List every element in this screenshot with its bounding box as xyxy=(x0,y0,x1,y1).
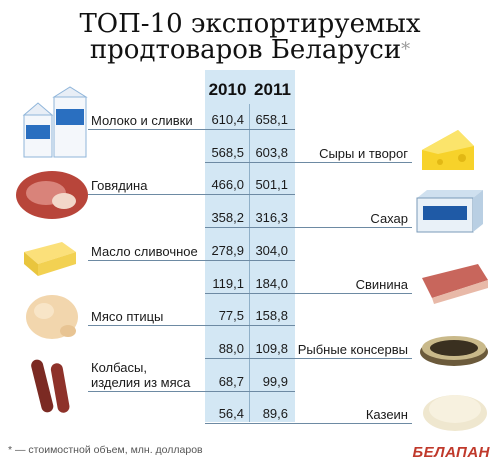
table-row: Говядина 466,0 501,1 xyxy=(0,175,500,195)
value-2011: 603,8 xyxy=(255,145,288,160)
table-row: Свинина 119,1 184,0 xyxy=(0,274,500,294)
row-label: Рыбные консервы xyxy=(297,342,408,357)
table-row: Казеин 56,4 89,6 xyxy=(0,404,500,424)
table-row: Колбасы, изделия из мяса 68,7 99,9 xyxy=(0,360,500,392)
row-underline xyxy=(205,358,412,359)
value-2011: 501,1 xyxy=(255,177,288,192)
row-underline xyxy=(88,391,295,392)
value-2010: 278,9 xyxy=(211,243,244,258)
row-label: Казеин xyxy=(365,407,408,422)
value-2011: 658,1 xyxy=(255,112,288,127)
row-label: Масло сливочное xyxy=(91,244,198,259)
sausage-icon xyxy=(31,359,70,413)
row-underline xyxy=(88,129,295,130)
row-label: Мясо птицы xyxy=(91,309,164,324)
pork-ribs-icon xyxy=(422,264,488,304)
value-2010: 77,5 xyxy=(218,308,244,323)
casein-powder-icon xyxy=(423,395,487,431)
row-underline xyxy=(88,325,295,326)
row-underline xyxy=(205,293,412,294)
row-label: Молоко и сливки xyxy=(91,113,193,128)
table-row: Сахар 358,2 316,3 xyxy=(0,208,500,228)
row-label: Говядина xyxy=(91,178,148,193)
row-label: изделия из мяса xyxy=(91,375,191,390)
value-2010: 466,0 xyxy=(211,177,244,192)
value-2010: 88,0 xyxy=(218,341,244,356)
row-label: Сыры и творог xyxy=(319,146,408,161)
values-band xyxy=(205,70,295,422)
row-underline xyxy=(88,194,295,195)
value-2011: 99,9 xyxy=(262,374,288,389)
table-row: Сыры и творог 568,5 603,8 xyxy=(0,143,500,163)
chart-title-line1: ТОП-10 экспортируемых xyxy=(79,9,421,39)
row-label: Свинина xyxy=(355,277,408,292)
chicken-icon xyxy=(26,295,78,339)
row-label: Колбасы, xyxy=(91,360,147,375)
row-label: Сахар xyxy=(370,211,408,226)
butter-icon xyxy=(24,242,76,276)
value-2010: 568,5 xyxy=(211,145,244,160)
chart-title-text: продтоваров Беларуси xyxy=(89,35,402,65)
value-2010: 610,4 xyxy=(211,112,244,127)
title-asterisk: * xyxy=(401,39,411,60)
value-2011: 316,3 xyxy=(255,210,288,225)
cheese-icon xyxy=(422,130,474,170)
canned-fish-icon xyxy=(420,336,488,366)
value-2011: 109,8 xyxy=(255,341,288,356)
publisher-logo: БЕЛАПАН xyxy=(412,444,490,461)
beef-icon xyxy=(16,171,88,219)
chart-title-line2: продтоваров Беларуси* xyxy=(0,36,500,64)
footnote: * — стоимостной объем, млн. долларов xyxy=(8,444,203,456)
row-underline xyxy=(205,162,412,163)
table-row: Рыбные консервы 88,0 109,8 xyxy=(0,339,500,359)
value-2011: 89,6 xyxy=(262,406,288,421)
table-row: Масло сливочное 278,9 304,0 xyxy=(0,241,500,261)
sugar-box-icon xyxy=(416,190,483,233)
column-header-2011: 2011 xyxy=(254,80,291,99)
column-header-2010: 2010 xyxy=(208,80,247,99)
table-row: Молоко и сливки 610,4 658,1 xyxy=(0,110,500,130)
value-2011: 158,8 xyxy=(255,308,288,323)
value-2011: 304,0 xyxy=(255,243,288,258)
column-divider xyxy=(249,104,250,422)
value-2010: 68,7 xyxy=(218,374,244,389)
value-2010: 358,2 xyxy=(211,210,244,225)
value-2010: 56,4 xyxy=(218,406,244,421)
row-underline xyxy=(88,260,295,261)
table-row: Мясо птицы 77,5 158,8 xyxy=(0,306,500,326)
milk-carton-icon xyxy=(22,86,88,158)
row-underline xyxy=(205,227,412,228)
value-2010: 119,1 xyxy=(212,276,244,291)
value-2011: 184,0 xyxy=(255,276,288,291)
row-underline xyxy=(205,423,412,424)
